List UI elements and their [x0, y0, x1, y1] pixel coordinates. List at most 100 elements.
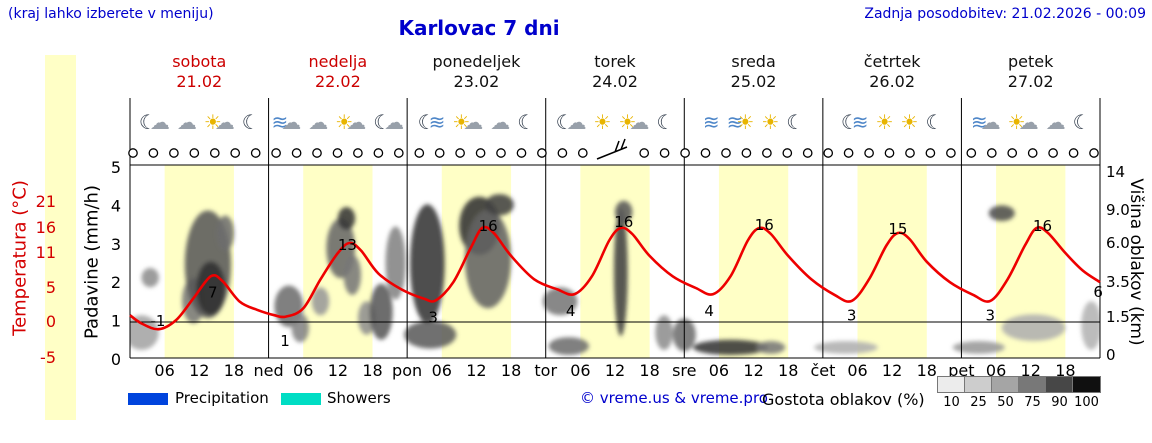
showers-legend-swatch — [281, 393, 321, 405]
cloud-height-tick: 3.5 — [1106, 273, 1130, 291]
temp-value-label: 7 — [208, 283, 218, 301]
day-name: sreda — [731, 52, 776, 71]
cloud-region — [216, 215, 234, 251]
calm-wind-circle — [680, 148, 690, 158]
calm-wind-circle — [864, 148, 874, 158]
precip-axis-tick: 5 — [111, 158, 121, 177]
cloud-icon: ☁ — [308, 112, 328, 132]
cloud-region — [141, 268, 159, 288]
cloud-glyph: ☁ — [490, 110, 511, 134]
moon-icon: ☾ — [656, 112, 674, 132]
fog-glyph: ≋ — [851, 110, 869, 134]
x-axis-hour-label: 18 — [501, 361, 521, 380]
day-icons-torek: ☾ ☁ ☀ ☀ ☁ ☾ — [546, 100, 685, 144]
temp-value-label: 6 — [1093, 283, 1103, 301]
cloud-region — [814, 341, 878, 354]
location-hint: (kraj lahko izberete v meniju) — [8, 6, 214, 22]
sun-glyph: ☀ — [593, 110, 612, 134]
cloud-height-tick: 9.0 — [1106, 201, 1130, 219]
x-axis-hour-label: 06 — [432, 361, 452, 380]
temp-value-label: 3 — [847, 307, 857, 325]
temp-value-label: 1 — [280, 332, 290, 350]
calm-wind-circle — [1089, 148, 1099, 158]
cloud-region — [655, 315, 673, 350]
sun-cloud-icon: ☀ ☁ — [452, 112, 483, 132]
temp-value-label: 4 — [704, 302, 714, 320]
temp-axis-tick: 21 — [36, 192, 56, 211]
fog-glyph: ≋ — [970, 110, 988, 134]
x-axis-hour-label: 12 — [189, 361, 209, 380]
x-axis-hour-label: 18 — [917, 361, 937, 380]
cloud-icon: ☁ — [177, 112, 197, 132]
cloud-region — [615, 200, 633, 224]
gradient-cell — [1072, 376, 1101, 393]
day-icons-petek: ≋ ☁ ☀ ☁ ☁ ☾ — [961, 100, 1100, 144]
moon-glyph: ☾ — [925, 110, 944, 134]
day-name: torek — [594, 52, 636, 71]
cloud-glyph: ☁ — [980, 110, 1001, 134]
day-icons-sobota: ☾ ☁ ☁ ☀ ☁ ☾ — [130, 100, 269, 144]
cloud-glyph: ☁ — [281, 110, 302, 134]
sun-cloud-icon: ☀ ☁ — [618, 112, 649, 132]
calm-wind-circle — [537, 148, 547, 158]
calm-wind-circle — [496, 148, 506, 158]
fog-cloud-icon: ≋ ☁ — [272, 112, 302, 132]
moon-icon: ☾ — [786, 112, 804, 132]
cloud-region — [952, 341, 1005, 354]
x-axis-hour-label: 18 — [778, 361, 798, 380]
cloud-glyph: ☁ — [463, 110, 484, 134]
precip-axis-tick: 0 — [111, 350, 121, 369]
moon-glyph: ☾ — [138, 110, 157, 134]
calm-wind-circle — [312, 148, 322, 158]
x-axis-hour-label: 06 — [154, 361, 174, 380]
calm-wind-circle — [516, 148, 527, 158]
moon-glyph: ☾ — [417, 110, 436, 134]
day-icons-četrtek: ☾ ≋ ☀ ☀ ☾ — [823, 100, 962, 144]
calm-wind-circle — [700, 148, 711, 158]
calm-wind-circle — [414, 148, 425, 158]
temp-value-label: 4 — [566, 302, 576, 320]
moon-glyph: ☾ — [373, 110, 392, 134]
day-column-header-sreda: sreda 25.02 — [684, 52, 823, 92]
x-axis-hour-label: 18 — [362, 361, 382, 380]
x-axis-day-label: pon — [392, 361, 422, 380]
moon-glyph: ☾ — [1072, 110, 1091, 134]
day-name: sobota — [172, 52, 227, 71]
calm-wind-circle — [169, 148, 179, 158]
credit-link[interactable]: © vreme.us & vreme.pro — [580, 389, 768, 407]
x-axis-hour-label: 06 — [847, 361, 867, 380]
sun-glyph: ☀ — [618, 110, 637, 134]
gradient-tick-label: 50 — [997, 395, 1014, 410]
last-update-text: Zadnja posodobitev: 21.02.2026 - 00:09 — [864, 6, 1146, 22]
wind-barb-icon — [596, 138, 628, 160]
day-name: petek — [1008, 52, 1054, 71]
calm-wind-circle — [577, 148, 588, 158]
gradient-tick-label: 100 — [1074, 395, 1099, 410]
calm-wind-circle — [148, 148, 159, 158]
moon-fog-icon: ☾ ≋ — [418, 112, 446, 132]
cloud-region — [130, 315, 159, 350]
x-axis-hour-label: 18 — [1055, 361, 1075, 380]
precipitation-axis-title: Padavine (mm/h) — [81, 185, 103, 339]
precip-axis-tick: 2 — [111, 273, 121, 292]
temp-axis-tick: 16 — [36, 218, 56, 237]
temp-value-label: 3 — [428, 309, 438, 327]
day-column-header-sobota: sobota 21.02 — [130, 52, 269, 92]
moon-icon: ☾ — [517, 112, 535, 132]
sun-cloud-icon: ☀ ☁ — [335, 112, 366, 132]
x-axis-hour-label: 06 — [986, 361, 1006, 380]
temp-value-label: 13 — [338, 236, 357, 254]
cloud-glyph: ☁ — [176, 110, 197, 134]
cloud-region — [311, 287, 330, 316]
moon-icon: ☾ — [242, 112, 260, 132]
moon-fog-icon: ☾ ≋ — [841, 112, 869, 132]
calm-wind-circle — [721, 148, 731, 158]
cloud-height-tick: 1.5 — [1106, 308, 1130, 326]
cloud-height-tick: 0 — [1106, 346, 1116, 364]
day-date: 27.02 — [1007, 72, 1054, 91]
sun-icon: ☀ — [901, 112, 919, 132]
fog-glyph: ≋ — [726, 110, 744, 134]
cloud-height-axis-title: Višina oblakov (km) — [1126, 178, 1146, 346]
moon-glyph: ☾ — [840, 110, 859, 134]
cloud-region — [988, 205, 1015, 221]
